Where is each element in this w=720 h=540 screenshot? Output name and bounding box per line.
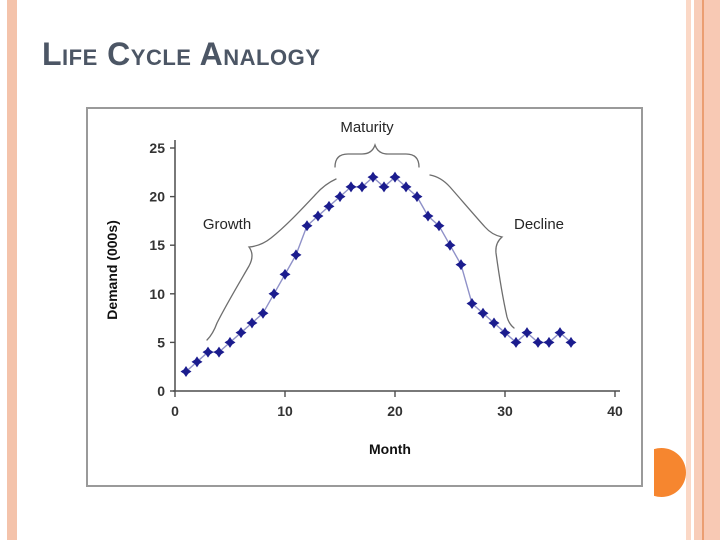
svg-text:10: 10 bbox=[149, 286, 165, 302]
growth-label: Growth bbox=[203, 216, 251, 233]
svg-text:15: 15 bbox=[149, 237, 165, 253]
data-point bbox=[367, 171, 379, 183]
right-band-stripe bbox=[694, 0, 702, 540]
y-axis-title: Demand (000s) bbox=[104, 220, 120, 320]
data-point bbox=[477, 307, 489, 319]
life-cycle-chart: 0 5 10 15 20 25 0 10 20 30 40 Growth Maturity Dec… bbox=[86, 107, 643, 487]
data-point bbox=[488, 317, 500, 329]
right-band-stripe bbox=[702, 0, 704, 540]
data-point bbox=[257, 307, 269, 319]
maturity-brace bbox=[334, 142, 420, 168]
data-point bbox=[345, 181, 357, 193]
x-axis-ticks: 0 10 20 30 40 bbox=[171, 391, 623, 419]
data-point bbox=[532, 336, 544, 348]
data-point bbox=[499, 327, 511, 339]
data-point bbox=[235, 327, 247, 339]
orange-semicircle-decoration bbox=[654, 448, 686, 497]
data-point bbox=[334, 191, 346, 203]
data-point bbox=[455, 259, 467, 271]
data-point bbox=[411, 191, 423, 203]
data-point bbox=[565, 336, 577, 348]
data-point-markers bbox=[180, 171, 577, 378]
data-point bbox=[202, 346, 214, 358]
svg-text:0: 0 bbox=[157, 383, 165, 399]
slide-title: Life Cycle Analogy bbox=[42, 36, 321, 72]
data-point bbox=[191, 356, 203, 368]
data-point bbox=[224, 336, 236, 348]
data-point bbox=[433, 220, 445, 232]
left-accent-stripe bbox=[7, 0, 17, 540]
data-point bbox=[268, 288, 280, 300]
chart-canvas: 0 5 10 15 20 25 0 10 20 30 40 Growth Maturity Dec… bbox=[104, 119, 623, 457]
data-point bbox=[554, 327, 566, 339]
svg-text:20: 20 bbox=[387, 403, 403, 419]
data-point bbox=[510, 336, 522, 348]
data-point bbox=[466, 298, 478, 310]
data-point bbox=[521, 327, 533, 339]
x-axis-title: Month bbox=[369, 441, 411, 457]
svg-text:30: 30 bbox=[497, 403, 513, 419]
data-point bbox=[323, 200, 335, 212]
maturity-label: Maturity bbox=[340, 119, 394, 136]
data-point bbox=[422, 210, 434, 222]
data-point bbox=[180, 366, 192, 378]
data-point bbox=[389, 171, 401, 183]
data-point bbox=[213, 346, 225, 358]
data-point bbox=[444, 239, 456, 251]
svg-text:25: 25 bbox=[149, 140, 165, 156]
decline-brace bbox=[429, 174, 515, 329]
svg-text:40: 40 bbox=[607, 403, 623, 419]
data-point bbox=[378, 181, 390, 193]
right-band-stripe bbox=[704, 0, 720, 540]
y-axis-ticks: 0 5 10 15 20 25 bbox=[149, 140, 175, 399]
svg-text:5: 5 bbox=[157, 334, 165, 350]
data-point bbox=[279, 268, 291, 280]
data-point bbox=[356, 181, 368, 193]
right-band-stripe bbox=[686, 0, 691, 540]
svg-text:0: 0 bbox=[171, 403, 179, 419]
right-accent-band bbox=[686, 0, 720, 540]
data-point bbox=[312, 210, 324, 222]
data-point bbox=[290, 249, 302, 261]
svg-text:20: 20 bbox=[149, 189, 165, 205]
svg-text:10: 10 bbox=[277, 403, 293, 419]
data-point bbox=[246, 317, 258, 329]
data-point bbox=[400, 181, 412, 193]
decline-label: Decline bbox=[514, 216, 564, 233]
data-point bbox=[543, 336, 555, 348]
data-point bbox=[301, 220, 313, 232]
growth-brace bbox=[206, 178, 337, 341]
